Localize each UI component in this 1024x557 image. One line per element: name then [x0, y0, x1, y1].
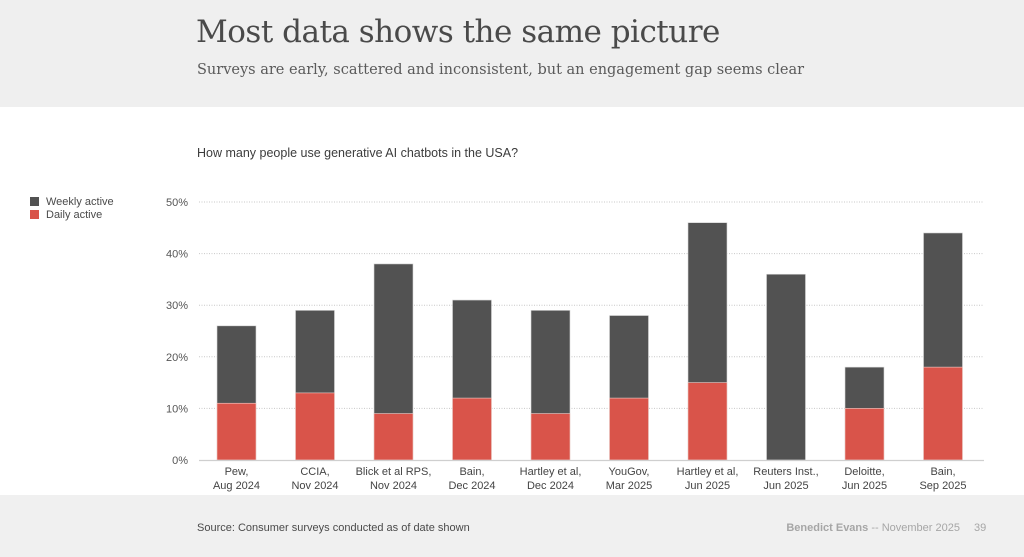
x-category-label-line2: Aug 2024 — [213, 480, 260, 492]
x-category-label-line1: YouGov, — [609, 466, 650, 478]
bar-daily — [923, 366, 963, 461]
credit-date: November 2025 — [881, 522, 960, 534]
x-category-label-line1: Pew, — [225, 466, 249, 478]
x-category-label-line1: Hartley et al, — [677, 466, 739, 478]
legend-label-weekly: Weekly active — [46, 195, 114, 208]
legend-item-weekly: Weekly active — [30, 195, 114, 208]
bar-daily — [373, 413, 414, 461]
bar-daily — [295, 392, 335, 461]
y-tick-label: 50% — [166, 197, 188, 209]
y-tick-label: 0% — [172, 455, 188, 467]
bar-chart: 0% 10% 20% 30% 40% 50% Pew, Aug 2024 CCIA, Nov 20… — [166, 197, 984, 492]
x-category-label-line2: Nov 2024 — [291, 480, 338, 492]
x-category-label-line2: Jun 2025 — [763, 480, 808, 492]
footer-band — [0, 495, 1024, 557]
chart-title: How many people use generative AI chatbo… — [197, 146, 519, 160]
x-category-label-line2: Dec 2024 — [448, 480, 495, 492]
legend-swatch-weekly — [30, 197, 39, 206]
bar-daily — [687, 382, 728, 461]
credit-separator: -- — [871, 522, 879, 534]
page-title: Most data shows the same picture — [196, 14, 720, 50]
legend-item-daily: Daily active — [30, 208, 114, 221]
x-category-label-line1: Deloitte, — [844, 466, 884, 478]
x-category-label-line2: Jun 2025 — [842, 480, 887, 492]
x-category-label-line2: Mar 2025 — [606, 480, 652, 492]
bar-weekly — [766, 273, 806, 461]
header-band: Most data shows the same picture Surveys… — [0, 0, 1024, 107]
bar-daily — [216, 402, 257, 461]
bar-daily — [452, 397, 492, 461]
x-category-label-line1: Reuters Inst., — [753, 466, 818, 478]
x-category-label-line1: Hartley et al, — [520, 466, 582, 478]
credit-line: Benedict Evans -- November 2025 — [786, 522, 960, 534]
bar-daily — [530, 413, 571, 461]
legend-swatch-daily — [30, 210, 39, 219]
x-category-label-line2: Jun 2025 — [685, 480, 730, 492]
x-category-label-line1: Bain, — [930, 466, 955, 478]
y-tick-label: 40% — [166, 249, 188, 261]
x-category-label-line1: CCIA, — [300, 466, 329, 478]
x-category-label-line2: Nov 2024 — [370, 480, 417, 492]
y-tick-label: 10% — [166, 403, 188, 415]
y-tick-label: 20% — [166, 352, 188, 364]
x-category-label-line2: Sep 2025 — [919, 480, 966, 492]
x-category-label-line1: Bain, — [459, 466, 484, 478]
y-tick-label: 30% — [166, 300, 188, 312]
bar-daily — [844, 408, 885, 461]
chart-legend: Weekly active Daily active — [30, 195, 114, 221]
page-subtitle: Surveys are early, scattered and inconsi… — [197, 62, 805, 78]
bar-daily — [609, 397, 649, 461]
legend-label-daily: Daily active — [46, 208, 103, 221]
page-number: 39 — [974, 522, 987, 534]
source-note: Source: Consumer surveys conducted as of… — [197, 522, 470, 534]
x-category-label-line2: Dec 2024 — [527, 480, 574, 492]
author-name: Benedict Evans — [786, 522, 869, 534]
x-category-label-line1: Blick et al RPS, — [356, 466, 432, 478]
